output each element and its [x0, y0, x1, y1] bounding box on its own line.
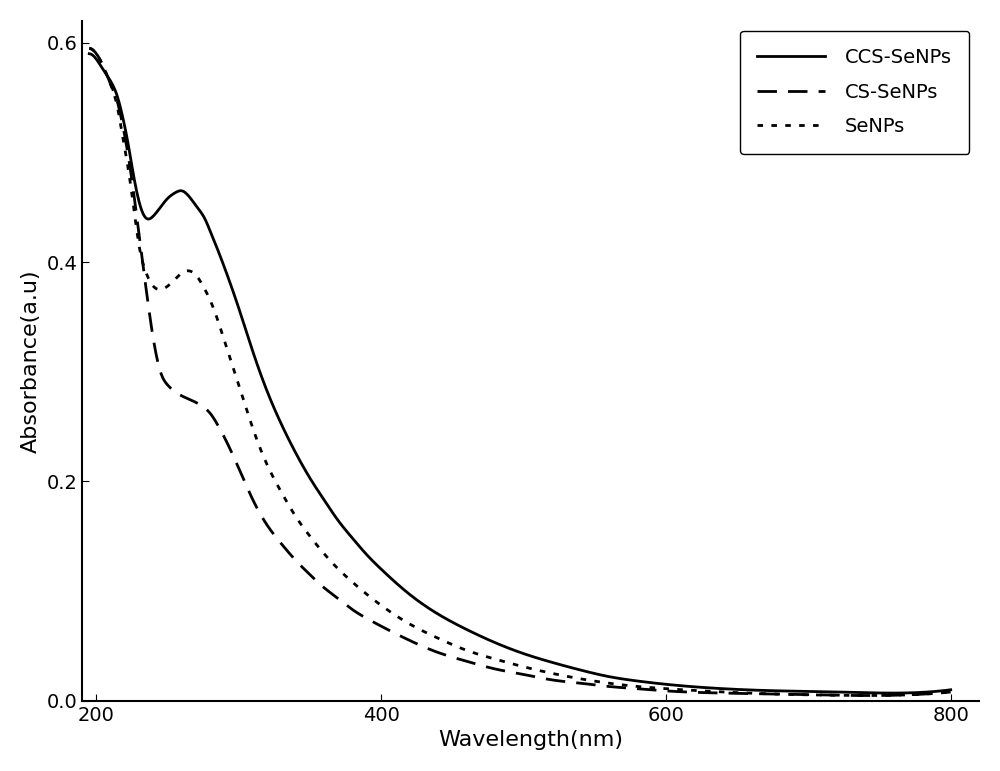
CCS-SeNPs	[584, 668, 596, 677]
X-axis label: Wavelength(nm): Wavelength(nm)	[438, 730, 623, 750]
CS-SeNPs	[862, 691, 874, 700]
CCS-SeNPs	[825, 687, 837, 696]
CCS-SeNPs	[737, 685, 749, 694]
CS-SeNPs	[584, 679, 596, 689]
SeNPs	[136, 255, 148, 264]
SeNPs	[737, 689, 749, 698]
Line: SeNPs: SeNPs	[89, 49, 951, 695]
SeNPs	[584, 675, 596, 685]
Line: CCS-SeNPs: CCS-SeNPs	[89, 54, 951, 693]
SeNPs	[945, 688, 957, 697]
CS-SeNPs	[945, 688, 957, 697]
Line: CS-SeNPs: CS-SeNPs	[89, 49, 951, 695]
CS-SeNPs	[606, 682, 618, 692]
CCS-SeNPs	[136, 207, 148, 216]
CCS-SeNPs	[945, 685, 957, 695]
CS-SeNPs	[632, 684, 644, 693]
CCS-SeNPs	[606, 672, 618, 682]
Y-axis label: Absorbance(a.u): Absorbance(a.u)	[21, 269, 41, 453]
CS-SeNPs	[83, 44, 95, 53]
CCS-SeNPs	[886, 689, 898, 698]
Legend: CCS-SeNPs, CS-SeNPs, SeNPs: CCS-SeNPs, CS-SeNPs, SeNPs	[740, 31, 969, 153]
CS-SeNPs	[825, 691, 837, 700]
CS-SeNPs	[737, 689, 749, 698]
SeNPs	[632, 682, 644, 691]
CS-SeNPs	[136, 254, 148, 263]
SeNPs	[83, 44, 95, 53]
CCS-SeNPs	[632, 676, 644, 685]
SeNPs	[606, 679, 618, 689]
SeNPs	[863, 691, 875, 700]
SeNPs	[825, 691, 837, 700]
CCS-SeNPs	[83, 49, 95, 59]
